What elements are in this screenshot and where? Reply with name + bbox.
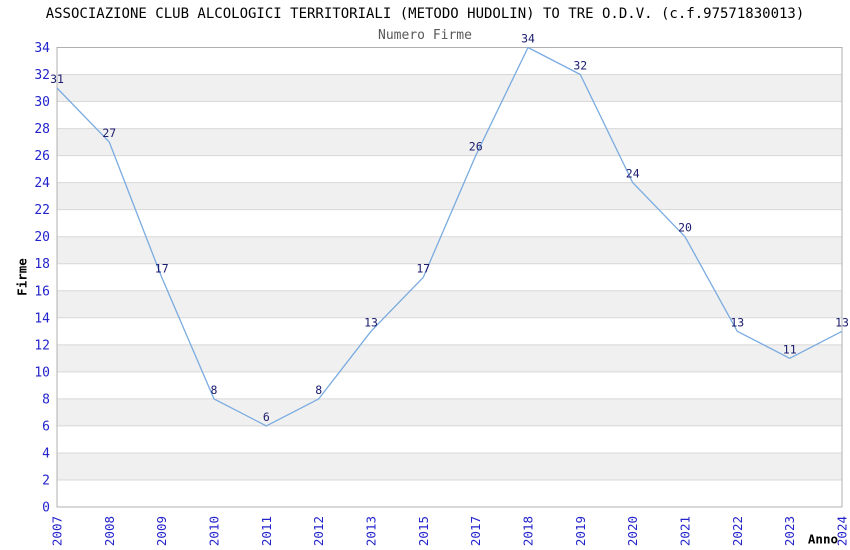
- x-tick-label: 2021: [678, 516, 693, 546]
- x-tick-label: 2015: [416, 516, 431, 546]
- data-point-label: 24: [626, 167, 640, 181]
- data-point-label: 11: [783, 342, 797, 356]
- y-tick-label: 14: [34, 311, 50, 326]
- y-tick-label: 24: [34, 176, 50, 191]
- y-tick-label: 8: [42, 392, 50, 407]
- plot-band: [57, 128, 842, 156]
- x-tick-label: 2007: [50, 516, 65, 546]
- y-tick-label: 0: [42, 501, 50, 516]
- chart-subtitle: Numero Firme: [378, 28, 472, 43]
- x-axis-title: Anno: [807, 531, 838, 547]
- y-tick-label: 6: [42, 419, 50, 434]
- data-point-label: 8: [315, 383, 322, 397]
- chart-title: ASSOCIAZIONE CLUB ALCOLOGICI TERRITORIAL…: [45, 6, 805, 22]
- data-point-label: 32: [573, 59, 587, 73]
- x-tick-label: 2012: [311, 516, 326, 546]
- x-tick-label: 2011: [259, 516, 274, 546]
- y-tick-label: 18: [34, 257, 50, 272]
- y-tick-label: 32: [34, 68, 50, 83]
- y-tick-label: 10: [34, 365, 50, 380]
- y-tick-label: 30: [34, 95, 50, 110]
- x-tick-label: 2017: [468, 516, 483, 546]
- plot-band: [57, 344, 842, 372]
- y-tick-label: 20: [34, 230, 50, 245]
- data-point-label: 20: [678, 221, 692, 235]
- y-tick-label: 12: [34, 338, 50, 353]
- x-tick-label: 2008: [102, 516, 117, 546]
- y-tick-label: 22: [34, 203, 50, 218]
- y-tick-label: 28: [34, 122, 50, 137]
- plot-band: [57, 236, 842, 264]
- y-tick-label: 16: [34, 284, 50, 299]
- plot-frame: [56, 47, 843, 508]
- data-point-label: 13: [835, 315, 849, 329]
- y-tick-label: 2: [42, 474, 50, 489]
- y-tick-label: 4: [42, 446, 50, 461]
- x-tick-label: 2023: [782, 516, 797, 546]
- data-point-label: 6: [263, 410, 270, 424]
- data-point-label: 17: [155, 261, 169, 275]
- y-tick-label: 26: [34, 149, 50, 164]
- x-tick-label: 2018: [521, 516, 536, 546]
- data-point-label: 34: [521, 32, 535, 46]
- data-point-label: 26: [469, 140, 483, 154]
- plot-band: [57, 398, 842, 426]
- x-tick-label: 2013: [364, 516, 379, 546]
- x-tick-label: 2024: [835, 516, 850, 546]
- x-tick-label: 2009: [154, 516, 169, 546]
- x-tick-label: 2022: [730, 516, 745, 546]
- series-line: [56, 46, 843, 427]
- x-tick-label: 2019: [573, 516, 588, 546]
- data-point-label: 27: [102, 126, 116, 140]
- data-point-label: 13: [730, 315, 744, 329]
- data-point-label: 31: [50, 72, 64, 86]
- x-tick-label: 2010: [207, 516, 222, 546]
- plot-band: [57, 74, 842, 102]
- y-tick-label: 34: [34, 41, 50, 56]
- x-tick-label: 2020: [625, 516, 640, 546]
- data-point-label: 8: [211, 383, 218, 397]
- y-axis-title: Firme: [14, 258, 30, 296]
- plot-band: [57, 290, 842, 318]
- data-point-label: 17: [416, 261, 430, 275]
- plot-band: [57, 452, 842, 480]
- plot-band: [57, 182, 842, 210]
- data-point-label: 13: [364, 315, 378, 329]
